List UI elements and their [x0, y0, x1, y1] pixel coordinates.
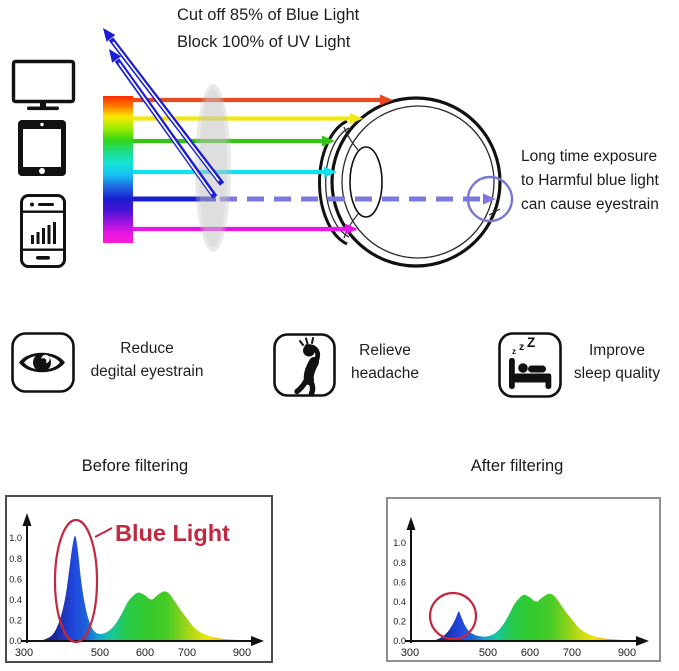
x-tick-labels: 300 500 600 700 900 — [15, 647, 251, 659]
tick-label: 0.8 — [9, 554, 22, 564]
benefit-label-relieve-headache: Relieve headache — [336, 339, 434, 385]
x-tick-labels: 300 500 600 700 900 — [401, 647, 636, 659]
blue-light-annotation: Blue Light — [53, 518, 230, 644]
tick-label: 0.2 — [9, 616, 22, 626]
bed-glyph — [509, 358, 552, 389]
tick-label: 600 — [136, 647, 154, 659]
chart-title-before: Before filtering — [81, 457, 189, 475]
tick-label: 300 — [401, 647, 419, 659]
benefit-label-improve-sleep: Improve sleep quality — [561, 339, 673, 385]
after-filtering-chart: 1.0 0.8 0.6 0.4 0.2 0.0 300 500 600 700 900 — [386, 497, 661, 662]
tick-label: 700 — [563, 647, 581, 659]
tick-label: 0.4 — [393, 597, 406, 607]
tick-label: 0.8 — [393, 558, 406, 568]
tick-label: 700 — [178, 647, 196, 659]
benefit-line: headache — [350, 365, 420, 382]
tick-label: 500 — [91, 647, 109, 659]
benefit-line: Improve — [589, 342, 645, 359]
tick-label: 900 — [618, 647, 636, 659]
cyan-ray — [133, 166, 337, 178]
light-path-diagram — [11, 28, 514, 268]
caption-line: to Harmful blue light — [521, 172, 659, 189]
tick-label: 0.0 — [393, 636, 406, 646]
tick-label: 0.2 — [393, 617, 406, 627]
monitor-icon — [11, 59, 76, 111]
blue-light-label: Blue Light — [115, 520, 230, 546]
eyestrain-caption: Long time exposure to Harmful blue light… — [521, 145, 679, 217]
tick-label: 900 — [233, 647, 251, 659]
y-tick-labels: 1.0 0.8 0.6 0.4 0.2 0.0 — [9, 533, 22, 646]
tick-label: 0.6 — [9, 574, 22, 584]
retina-highlight-circle — [466, 175, 514, 223]
reflected-blue-arrows — [103, 28, 225, 199]
caption-line: can cause eyestrain — [521, 196, 659, 213]
benefit-line: degital eyestrain — [90, 363, 204, 380]
tick-label: 0.4 — [9, 595, 22, 605]
chart-title-after: After filtering — [470, 457, 564, 475]
z-glyph: z — [512, 347, 516, 356]
tick-label: 0.6 — [393, 577, 406, 587]
headline-uv-light: Block 100% of UV Light — [177, 33, 351, 51]
fovea-notch — [488, 208, 501, 216]
spectrum-bar — [103, 96, 133, 243]
smartphone-icon — [20, 194, 66, 268]
benefit-label-reduce-eyestrain: Reduce degital eyestrain — [85, 337, 209, 383]
y-tick-labels: 1.0 0.8 0.6 0.4 0.2 0.0 — [393, 538, 406, 646]
blue-peak-ellipse — [53, 518, 99, 644]
violet-dashed-ray — [220, 193, 496, 205]
tick-label: 0.0 — [9, 636, 22, 646]
tablet-icon — [18, 120, 66, 176]
axes — [21, 513, 264, 646]
headline-blue-light: Cut off 85% of Blue Light — [177, 6, 360, 24]
green-ray — [133, 135, 335, 147]
tick-label: 1.0 — [9, 533, 22, 543]
headache-icon — [273, 333, 336, 397]
tick-label: 300 — [15, 647, 33, 659]
tick-label: 500 — [479, 647, 497, 659]
eye-lens — [349, 146, 383, 218]
axes — [405, 517, 649, 646]
tick-label: 600 — [521, 647, 539, 659]
caption-line: Long time exposure — [521, 148, 658, 165]
sleep-icon: z z Z — [498, 332, 562, 398]
eye-icon — [11, 332, 75, 393]
z-glyph: z — [519, 341, 524, 353]
red-ray — [133, 94, 393, 106]
blue-peak-circle-annotation — [428, 591, 478, 641]
benefit-line: Reduce — [120, 340, 174, 357]
spectrum-curve — [40, 535, 256, 641]
benefit-line: sleep quality — [573, 365, 661, 382]
benefit-line: Relieve — [359, 342, 411, 359]
magenta-ray — [133, 223, 358, 235]
z-glyph: Z — [527, 335, 535, 350]
eye-diagram — [318, 96, 502, 268]
tick-label: 1.0 — [393, 538, 406, 548]
before-filtering-chart: 1.0 0.8 0.6 0.4 0.2 0.0 300 500 600 700 900 Blue … — [5, 495, 273, 663]
spectrum-curve — [432, 593, 641, 641]
